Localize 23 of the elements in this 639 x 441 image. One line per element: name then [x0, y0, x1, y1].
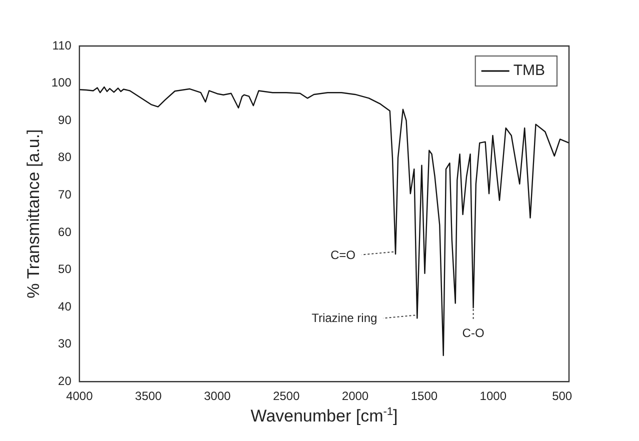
y-tick-label: 110 [52, 38, 72, 52]
y-tick-label: 70 [58, 187, 72, 202]
y-tick-label: 60 [58, 224, 72, 239]
x-tick-label: 2500 [272, 389, 300, 404]
y-tick-label: 100 [51, 76, 72, 90]
x-tick-label: 500 [552, 389, 572, 404]
y-tick-label: 80 [58, 150, 72, 164]
y-tick-label: 90 [58, 112, 72, 127]
x-tick-label: 1500 [410, 389, 438, 404]
annotation: C=O [330, 248, 356, 262]
y-tick-label: 50 [58, 262, 72, 276]
annotation: Triazine ring [312, 311, 378, 326]
y-tick-label: 30 [58, 336, 72, 351]
x-tick-label: 1000 [480, 389, 507, 404]
x-tick-label: 2000 [342, 389, 369, 404]
x-tick-label: 3500 [135, 389, 162, 404]
y-tick-label: 20 [58, 374, 72, 388]
y-axis-title: % Transmittance [a.u.] [24, 129, 43, 298]
x-tick-label: 4000 [66, 389, 94, 404]
y-tick-label: 40 [58, 299, 72, 314]
legend-label: TMB [513, 62, 546, 80]
x-tick-label: 3000 [204, 389, 231, 404]
annotation: C-O [462, 326, 484, 340]
